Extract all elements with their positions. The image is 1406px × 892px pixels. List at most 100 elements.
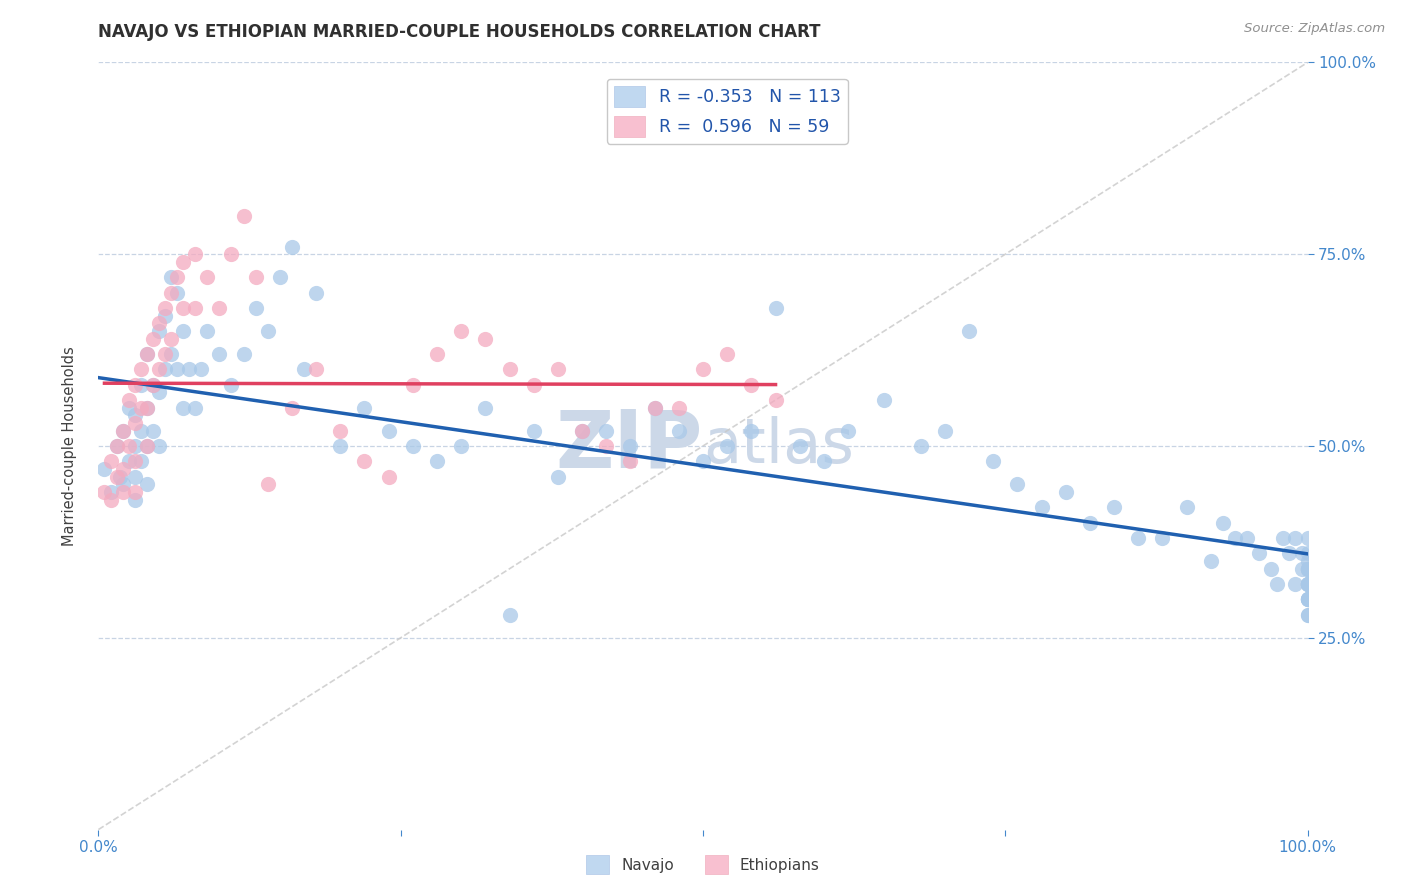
Point: [153, 301, 176, 315]
Point: [148, 439, 170, 453]
Point: [245, 270, 267, 285]
Point: [148, 324, 170, 338]
Point: [1007, 477, 1029, 491]
Text: Source: ZipAtlas.com: Source: ZipAtlas.com: [1244, 22, 1385, 36]
Point: [1078, 516, 1101, 530]
Point: [124, 454, 146, 468]
Point: [571, 424, 593, 438]
Point: [1249, 546, 1271, 560]
Point: [195, 270, 218, 285]
Point: [124, 416, 146, 430]
Point: [1296, 592, 1319, 607]
Point: [100, 492, 122, 507]
Point: [93, 462, 115, 476]
Point: [329, 424, 352, 438]
Point: [1296, 577, 1319, 591]
Point: [221, 377, 243, 392]
Point: [1278, 546, 1301, 560]
Point: [256, 477, 278, 491]
Point: [1296, 562, 1319, 576]
Point: [1296, 607, 1319, 622]
Y-axis label: Married-couple Households: Married-couple Households: [62, 346, 77, 546]
Point: [1296, 592, 1319, 607]
Legend: R = -0.353   N = 113, R =  0.596   N = 59: R = -0.353 N = 113, R = 0.596 N = 59: [607, 78, 848, 144]
Point: [148, 362, 170, 376]
Point: [148, 316, 170, 330]
Point: [644, 401, 666, 415]
Point: [402, 377, 425, 392]
Point: [281, 401, 304, 415]
Point: [547, 469, 569, 483]
Point: [160, 347, 183, 361]
Point: [179, 362, 201, 376]
Point: [450, 324, 472, 338]
Point: [957, 324, 980, 338]
Point: [208, 301, 231, 315]
Point: [221, 247, 243, 261]
Point: [1267, 577, 1289, 591]
Point: [1296, 546, 1319, 560]
Point: [1212, 516, 1234, 530]
Point: [129, 454, 152, 468]
Point: [1296, 592, 1319, 607]
Point: [153, 347, 176, 361]
Point: [100, 485, 122, 500]
Point: [105, 439, 128, 453]
Point: [111, 462, 134, 476]
Point: [692, 362, 714, 376]
Point: [232, 209, 254, 223]
Point: [124, 439, 146, 453]
Point: [668, 401, 690, 415]
Point: [111, 424, 134, 438]
Point: [765, 301, 787, 315]
Point: [377, 424, 399, 438]
Point: [148, 385, 170, 400]
Point: [353, 401, 375, 415]
Point: [1272, 531, 1295, 545]
Point: [118, 401, 141, 415]
Point: [619, 439, 641, 453]
Point: [124, 409, 146, 423]
Point: [1175, 500, 1198, 515]
Point: [118, 392, 141, 407]
Point: [837, 424, 859, 438]
Point: [153, 362, 176, 376]
Point: [329, 439, 352, 453]
Point: [93, 485, 115, 500]
Point: [124, 469, 146, 483]
Point: [498, 607, 520, 622]
Point: [281, 239, 304, 253]
Point: [873, 392, 896, 407]
Point: [108, 469, 131, 483]
Point: [135, 347, 157, 361]
Point: [142, 424, 165, 438]
Point: [450, 439, 472, 453]
Point: [1296, 562, 1319, 576]
Point: [716, 439, 738, 453]
Point: [153, 309, 176, 323]
Point: [934, 424, 956, 438]
Point: [135, 347, 157, 361]
Point: [135, 477, 157, 491]
Point: [166, 285, 188, 300]
Point: [245, 301, 267, 315]
Point: [135, 439, 157, 453]
Point: [208, 347, 231, 361]
Point: [184, 301, 207, 315]
Point: [1260, 562, 1282, 576]
Point: [111, 477, 134, 491]
Point: [160, 270, 183, 285]
Point: [172, 324, 194, 338]
Point: [1296, 554, 1319, 568]
Point: [269, 270, 291, 285]
Point: [195, 324, 218, 338]
Point: [765, 392, 787, 407]
Point: [1296, 607, 1319, 622]
Point: [124, 485, 146, 500]
Point: [1296, 562, 1319, 576]
Point: [789, 439, 811, 453]
Point: [118, 454, 141, 468]
Point: [135, 439, 157, 453]
Point: [1128, 531, 1150, 545]
Point: [1296, 577, 1319, 591]
